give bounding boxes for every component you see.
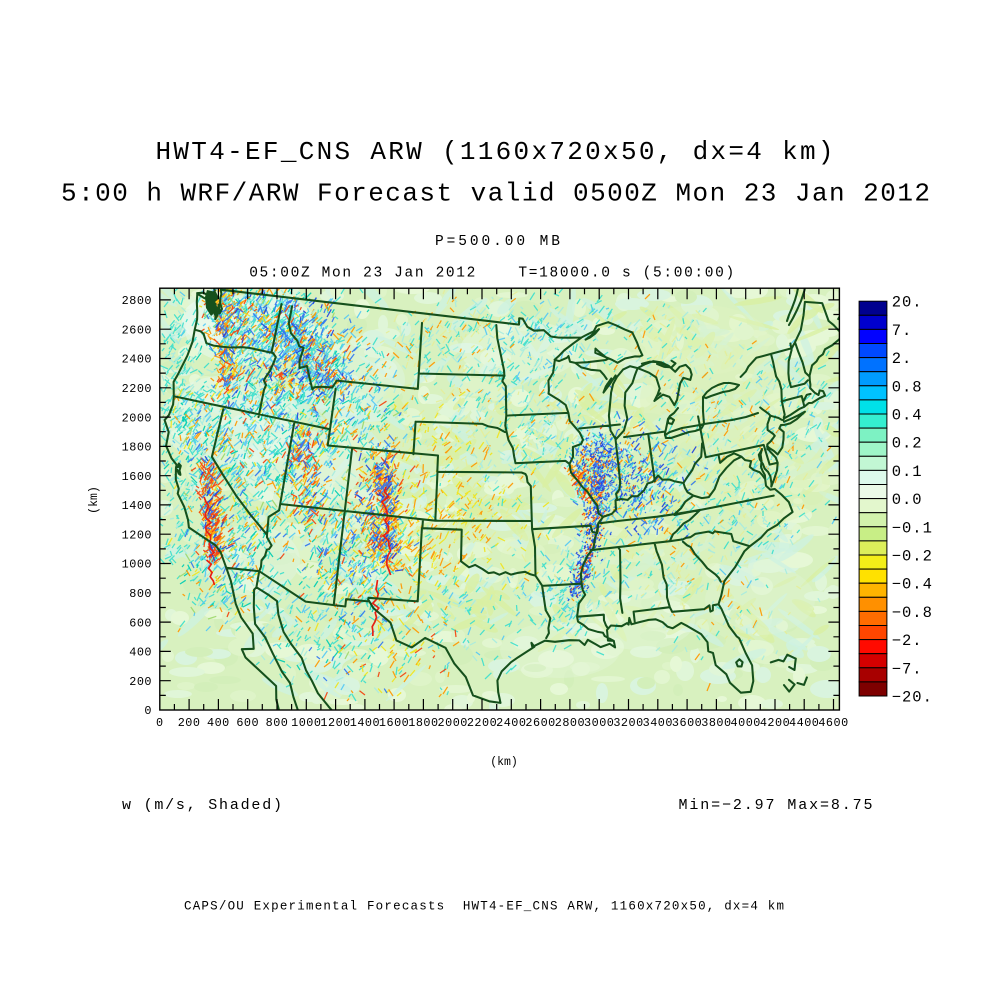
svg-text:CAPS/OU Experimental Forecasts: CAPS/OU Experimental Forecasts HWT4-EF_C… (184, 900, 784, 914)
svg-text:(km): (km) (88, 486, 101, 514)
svg-text:−0.1: −0.1 (892, 519, 933, 537)
svg-text:0: 0 (144, 704, 152, 718)
svg-text:600: 600 (129, 616, 152, 630)
svg-text:5:00 h WRF/ARW Forecast valid: 5:00 h WRF/ARW Forecast valid 0500Z Mon … (61, 179, 930, 209)
svg-text:0: 0 (156, 716, 164, 730)
svg-text:800: 800 (266, 716, 289, 730)
svg-text:4000: 4000 (731, 716, 761, 730)
svg-text:1000: 1000 (122, 558, 152, 572)
svg-text:3600: 3600 (672, 716, 702, 730)
svg-text:4200: 4200 (760, 716, 790, 730)
svg-text:20.: 20. (892, 294, 923, 312)
svg-text:1600: 1600 (379, 716, 409, 730)
svg-text:1400: 1400 (350, 716, 380, 730)
svg-text:0.0: 0.0 (892, 491, 923, 509)
svg-text:HWT4-EF_CNS ARW (1160x720x50,: HWT4-EF_CNS ARW (1160x720x50, dx=4 km) (156, 137, 834, 167)
svg-text:2400: 2400 (122, 353, 152, 367)
svg-text:600: 600 (236, 716, 259, 730)
svg-text:400: 400 (129, 646, 152, 660)
svg-text:P=500.00 MB: P=500.00 MB (435, 234, 560, 250)
svg-text:3000: 3000 (584, 716, 614, 730)
svg-text:1800: 1800 (122, 441, 152, 455)
svg-text:3400: 3400 (643, 716, 673, 730)
svg-text:−20.: −20. (892, 689, 933, 707)
svg-text:400: 400 (207, 716, 230, 730)
svg-text:4600: 4600 (818, 716, 848, 730)
svg-text:0.1: 0.1 (892, 463, 923, 481)
svg-text:05:00Z Mon 23 Jan 2012 T=18: 05:00Z Mon 23 Jan 2012 T=18000.0 s (5:00… (249, 265, 734, 281)
svg-text:−0.8: −0.8 (892, 604, 933, 622)
svg-text:3800: 3800 (701, 716, 731, 730)
svg-text:(km): (km) (490, 756, 518, 769)
svg-text:3200: 3200 (613, 716, 643, 730)
svg-text:2000: 2000 (122, 411, 152, 425)
svg-text:4400: 4400 (789, 716, 819, 730)
svg-text:0.8: 0.8 (892, 378, 923, 396)
svg-text:1400: 1400 (122, 499, 152, 513)
svg-text:2800: 2800 (122, 294, 152, 308)
svg-text:−0.2: −0.2 (892, 548, 933, 566)
svg-text:2200: 2200 (467, 716, 497, 730)
svg-text:2600: 2600 (525, 716, 555, 730)
svg-text:−0.4: −0.4 (892, 576, 933, 594)
svg-text:200: 200 (129, 675, 152, 689)
svg-text:1600: 1600 (122, 470, 152, 484)
svg-text:2200: 2200 (122, 382, 152, 396)
svg-text:0.4: 0.4 (892, 407, 923, 425)
svg-text:Min=−2.97 Max=8.75: Min=−2.97 Max=8.75 (679, 797, 873, 814)
svg-text:800: 800 (129, 587, 152, 601)
svg-text:w (m/s, Shaded): w (m/s, Shaded) (122, 797, 282, 814)
svg-text:−7.: −7. (892, 660, 923, 678)
svg-text:2800: 2800 (555, 716, 585, 730)
svg-text:1200: 1200 (122, 528, 152, 542)
svg-text:1200: 1200 (320, 716, 350, 730)
svg-text:1800: 1800 (408, 716, 438, 730)
svg-text:−2.: −2. (892, 632, 923, 650)
svg-text:7.: 7. (892, 322, 913, 340)
svg-text:2400: 2400 (496, 716, 526, 730)
svg-text:0.2: 0.2 (892, 435, 923, 453)
svg-text:2.: 2. (892, 350, 913, 368)
svg-text:2000: 2000 (438, 716, 468, 730)
svg-text:2600: 2600 (122, 323, 152, 337)
svg-text:200: 200 (178, 716, 201, 730)
svg-text:1000: 1000 (291, 716, 321, 730)
